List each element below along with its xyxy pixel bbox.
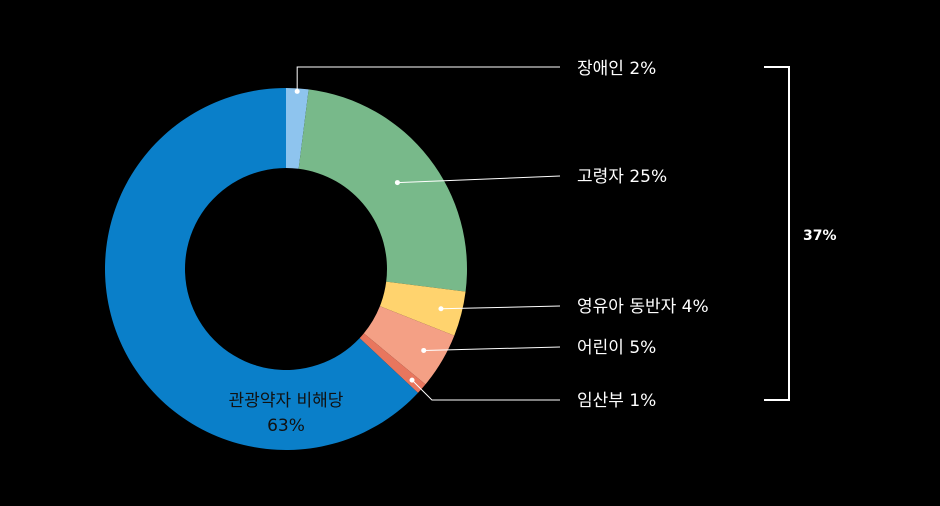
label-pregnant: 임산부 1% xyxy=(577,391,656,411)
label-elderly: 고령자 25% xyxy=(577,167,667,187)
label-disabled: 장애인 2% xyxy=(577,59,656,79)
group-bracket xyxy=(764,66,790,401)
callout-dot-children xyxy=(421,347,427,353)
slice-children xyxy=(363,306,455,385)
callout-dot-infant xyxy=(438,306,444,312)
callout-dot-disabled xyxy=(294,88,300,94)
callout-line-children xyxy=(423,346,561,351)
label-infant-companion: 영유아 동반자 4% xyxy=(577,297,709,317)
callout-line-disabled xyxy=(296,66,560,92)
callout-line-elderly xyxy=(397,175,561,184)
donut-slices xyxy=(104,88,467,451)
bracket-percent-label: 37% xyxy=(803,228,837,244)
label-non-vulnerable: 관광약자 비해당 xyxy=(229,391,344,411)
callout-line-infant xyxy=(440,305,561,310)
label-children: 어린이 5% xyxy=(577,338,656,358)
slice-elderly xyxy=(298,89,467,292)
slice-infant xyxy=(379,281,466,336)
slice-pregnant xyxy=(359,333,426,393)
slice-non-vulnerable xyxy=(104,88,418,451)
callout-lines xyxy=(294,66,561,401)
callout-line-pregnant xyxy=(411,379,560,401)
label-non-vulnerable-percent: 63% xyxy=(267,416,305,436)
callout-dot-elderly xyxy=(394,180,400,186)
callout-dot-pregnant xyxy=(409,377,415,383)
slice-disabled xyxy=(286,88,309,169)
